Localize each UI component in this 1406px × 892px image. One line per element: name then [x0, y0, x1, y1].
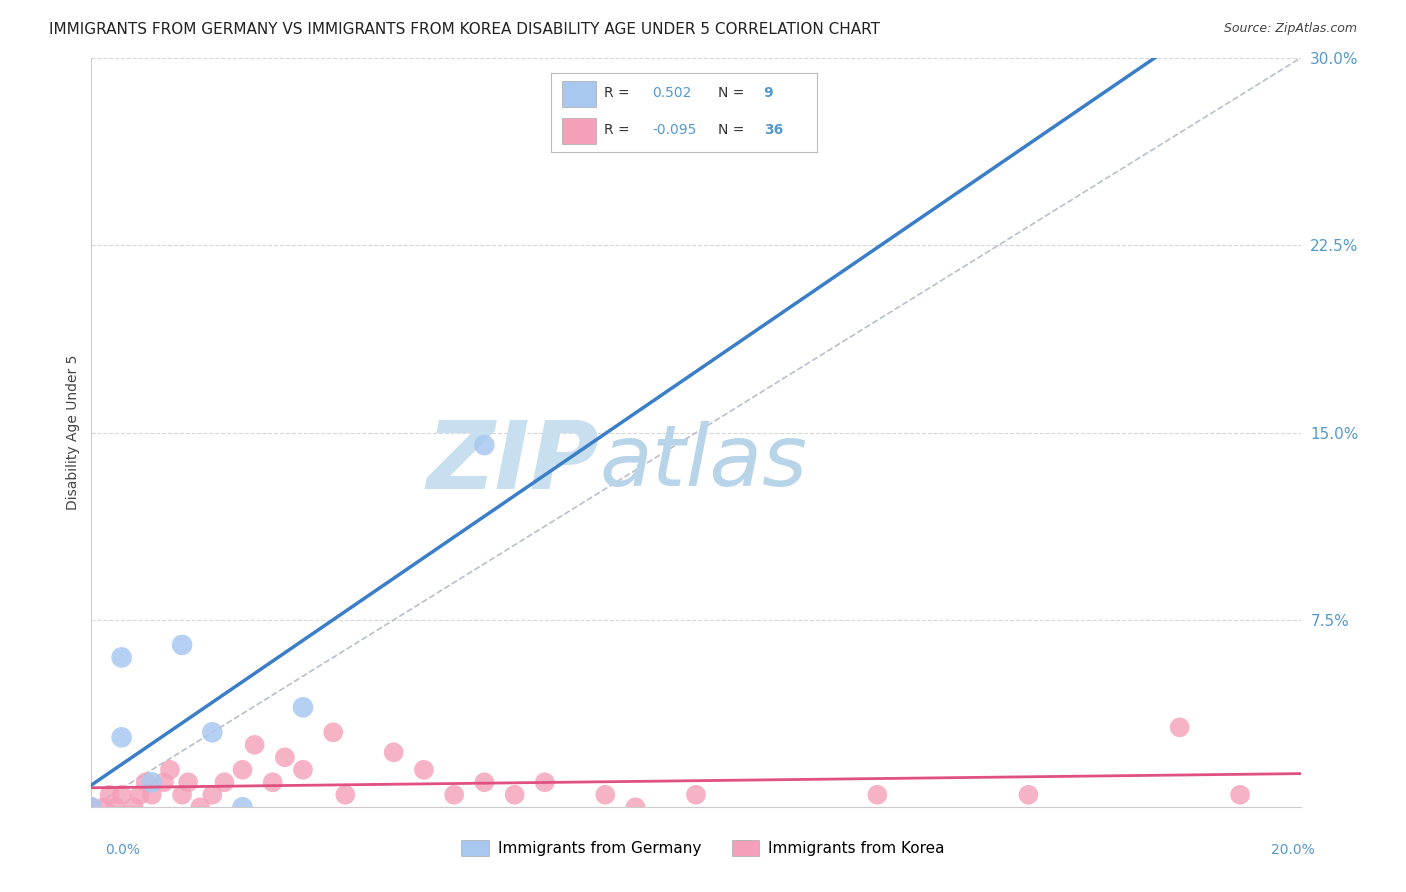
Point	[262, 775, 284, 789]
Point	[177, 775, 200, 789]
Point	[104, 800, 127, 814]
Point	[472, 775, 495, 789]
Point	[595, 788, 617, 802]
Point	[443, 788, 465, 802]
Point	[382, 745, 405, 759]
Point	[172, 638, 194, 652]
Point	[1018, 788, 1040, 802]
Text: atlas: atlas	[599, 421, 807, 504]
Legend: Immigrants from Germany, Immigrants from Korea: Immigrants from Germany, Immigrants from…	[456, 834, 950, 862]
Point	[93, 800, 115, 814]
Y-axis label: Disability Age Under 5: Disability Age Under 5	[66, 355, 80, 510]
Point	[201, 788, 224, 802]
Point	[533, 775, 555, 789]
Point	[201, 725, 224, 739]
Point	[231, 800, 253, 814]
Text: IMMIGRANTS FROM GERMANY VS IMMIGRANTS FROM KOREA DISABILITY AGE UNDER 5 CORRELAT: IMMIGRANTS FROM GERMANY VS IMMIGRANTS FR…	[49, 22, 880, 37]
Point	[153, 775, 176, 789]
Point	[866, 788, 889, 802]
Point	[128, 788, 150, 802]
Point	[135, 775, 157, 789]
Point	[624, 800, 647, 814]
Point	[292, 700, 315, 714]
Point	[231, 763, 253, 777]
Point	[80, 800, 103, 814]
Point	[188, 800, 211, 814]
Point	[111, 650, 132, 665]
Point	[274, 750, 297, 764]
Point	[111, 731, 132, 745]
Text: 0.0%: 0.0%	[105, 843, 141, 857]
Point	[1229, 788, 1251, 802]
Point	[111, 788, 132, 802]
Point	[685, 788, 707, 802]
Point	[159, 763, 181, 777]
Point	[292, 763, 315, 777]
Text: 20.0%: 20.0%	[1271, 843, 1315, 857]
Point	[243, 738, 266, 752]
Point	[141, 788, 163, 802]
Point	[172, 788, 194, 802]
Point	[141, 775, 163, 789]
Point	[335, 788, 357, 802]
Point	[413, 763, 436, 777]
Point	[1168, 720, 1191, 734]
Point	[472, 438, 495, 452]
Point	[122, 800, 145, 814]
Text: Source: ZipAtlas.com: Source: ZipAtlas.com	[1223, 22, 1357, 36]
Point	[503, 788, 526, 802]
Point	[214, 775, 236, 789]
Point	[80, 800, 103, 814]
Point	[322, 725, 344, 739]
Point	[98, 788, 121, 802]
Text: ZIP: ZIP	[426, 417, 599, 508]
